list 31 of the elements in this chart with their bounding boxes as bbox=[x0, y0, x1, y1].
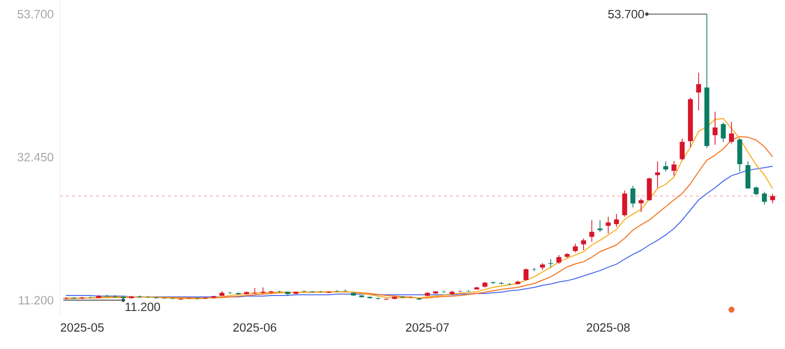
candlestick bbox=[622, 190, 628, 218]
candlestick bbox=[745, 161, 750, 189]
candlestick bbox=[630, 185, 636, 208]
annotation: 11.200 bbox=[126, 302, 160, 312]
y-tick-label: 32.450 bbox=[18, 152, 54, 162]
x-tick-label: 2025-07 bbox=[406, 323, 449, 332]
candlestick bbox=[696, 72, 702, 111]
candlestick bbox=[606, 216, 611, 234]
candlestick bbox=[581, 238, 586, 251]
candlestick bbox=[598, 220, 602, 232]
annotation: 53.700 bbox=[608, 10, 644, 18]
candlestick bbox=[663, 161, 668, 172]
x-tick-label: 2025-06 bbox=[233, 323, 276, 332]
candlestick bbox=[770, 193, 776, 204]
candlestick bbox=[762, 191, 767, 206]
candlestick bbox=[712, 111, 718, 146]
candlestick bbox=[589, 220, 594, 242]
y-tick-label: 53.700 bbox=[18, 10, 54, 18]
candlestick bbox=[614, 214, 619, 228]
candlestick bbox=[260, 287, 266, 294]
candlestick bbox=[646, 177, 652, 201]
candlestick bbox=[680, 138, 685, 161]
x-tick-label: 2025-08 bbox=[586, 323, 630, 332]
candlestick bbox=[720, 122, 726, 142]
y-tick-label: 11.200 bbox=[18, 296, 54, 304]
candlestick bbox=[524, 268, 528, 282]
candlestick bbox=[729, 121, 734, 144]
x-tick-label: 2025-05 bbox=[60, 323, 104, 332]
candlestick bbox=[638, 198, 644, 212]
candlestick bbox=[672, 160, 676, 176]
candlestick bbox=[655, 161, 660, 188]
